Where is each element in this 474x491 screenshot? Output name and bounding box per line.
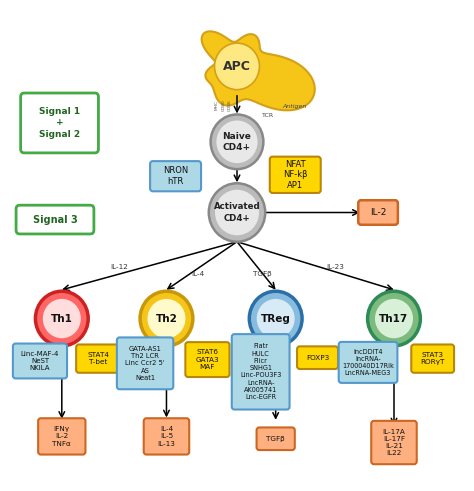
Text: Th2: Th2 [155, 314, 177, 324]
FancyBboxPatch shape [150, 161, 201, 191]
FancyBboxPatch shape [371, 421, 417, 464]
Circle shape [368, 291, 420, 346]
Text: Naive
CD4+: Naive CD4+ [223, 132, 251, 152]
Circle shape [210, 114, 264, 169]
Text: Th17: Th17 [379, 314, 409, 324]
Circle shape [147, 299, 185, 338]
FancyBboxPatch shape [21, 93, 99, 153]
Circle shape [375, 299, 413, 338]
FancyBboxPatch shape [185, 342, 229, 377]
FancyBboxPatch shape [13, 344, 67, 379]
Text: IL-2: IL-2 [370, 208, 386, 217]
FancyBboxPatch shape [16, 205, 94, 234]
Text: IL-12: IL-12 [110, 264, 128, 270]
Text: Linc-MAF-4
NeST
NKILA: Linc-MAF-4 NeST NKILA [21, 351, 59, 371]
Text: TGFβ: TGFβ [253, 271, 272, 277]
Text: GATA-AS1
Th2 LCR
Linc Ccr2 5'
AS
Neat1: GATA-AS1 Th2 LCR Linc Ccr2 5' AS Neat1 [125, 346, 165, 381]
FancyBboxPatch shape [339, 342, 397, 383]
Text: Signal 1
+
Signal 2: Signal 1 + Signal 2 [39, 107, 80, 139]
Circle shape [140, 291, 193, 346]
Circle shape [257, 299, 295, 338]
FancyBboxPatch shape [358, 200, 398, 225]
Circle shape [36, 291, 88, 346]
Text: STAT6
GATA3
MAF: STAT6 GATA3 MAF [196, 349, 219, 370]
Text: Activated
CD4+: Activated CD4+ [214, 202, 260, 222]
Polygon shape [201, 31, 315, 110]
FancyBboxPatch shape [117, 337, 173, 389]
Circle shape [215, 190, 259, 235]
FancyBboxPatch shape [38, 418, 85, 455]
FancyBboxPatch shape [256, 428, 295, 450]
Text: IL-17A
IL-17F
IL-21
IL22: IL-17A IL-17F IL-21 IL22 [383, 429, 405, 457]
Text: NFAT
NF-kβ
AP1: NFAT NF-kβ AP1 [283, 160, 308, 190]
Text: Th1: Th1 [51, 314, 73, 324]
FancyBboxPatch shape [76, 345, 120, 373]
FancyBboxPatch shape [411, 345, 454, 373]
Text: TReg: TReg [261, 314, 291, 324]
Text: FOXP3: FOXP3 [306, 355, 329, 361]
Text: STAT4
T-bet: STAT4 T-bet [87, 352, 109, 365]
Circle shape [43, 299, 81, 338]
Text: CD86: CD86 [228, 99, 232, 111]
Text: Signal 3: Signal 3 [33, 215, 77, 224]
FancyBboxPatch shape [144, 418, 189, 455]
FancyBboxPatch shape [297, 346, 338, 369]
Text: IL-4
IL-5
IL-13: IL-4 IL-5 IL-13 [157, 426, 175, 447]
Text: NRON
hTR: NRON hTR [163, 166, 188, 186]
Text: IL-4: IL-4 [191, 271, 205, 277]
FancyBboxPatch shape [270, 157, 321, 193]
Circle shape [215, 43, 259, 90]
Text: MHC: MHC [215, 100, 219, 110]
Text: lncDDIT4
lncRNA-
1700040D17Rik
LncRNA-MEG3: lncDDIT4 lncRNA- 1700040D17Rik LncRNA-ME… [342, 349, 394, 376]
Circle shape [209, 183, 265, 242]
Text: TCR: TCR [262, 113, 274, 118]
Text: IFNγ
IL-2
TNFα: IFNγ IL-2 TNFα [53, 426, 71, 447]
Circle shape [217, 120, 257, 163]
Text: APC: APC [223, 60, 251, 73]
Circle shape [249, 291, 302, 346]
Text: IL-23: IL-23 [326, 264, 344, 270]
FancyBboxPatch shape [232, 334, 290, 409]
Text: Flatr
HULC
Flicr
SNHG1
Linc-POU3F3
LncRNA-
AK005741
Lnc-EGFR: Flatr HULC Flicr SNHG1 Linc-POU3F3 LncRN… [240, 343, 282, 400]
Text: CD80: CD80 [221, 99, 225, 111]
Text: TGFβ: TGFβ [266, 436, 285, 442]
Text: Antigen: Antigen [283, 104, 307, 109]
Text: STAT3
RORγT: STAT3 RORγT [420, 352, 445, 365]
